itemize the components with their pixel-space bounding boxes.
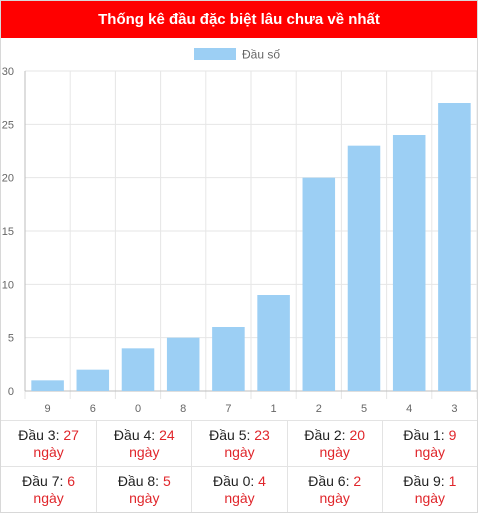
x-tick-label: 8 [180,403,186,415]
bar [347,145,381,391]
stat-value: 5 [162,472,171,489]
stat-unit: ngày [414,489,446,506]
stat-label: Đầu 0: [213,472,255,489]
x-tick-label: 5 [361,403,367,415]
stat-cell: Đầu 7: 6 ngày [1,466,97,512]
stat-unit: ngày [129,489,160,506]
stat-unit: ngày [224,443,255,460]
y-tick-label: 5 [8,333,14,345]
stat-cell: Đầu 0: 4 ngày [191,466,287,512]
stat-cell: Đầu 6: 2 ngày [286,466,382,512]
stat-unit: ngày [414,443,446,460]
stat-cell: Đầu 8: 5 ngày [96,466,192,512]
stat-value: 23 [254,426,270,443]
bar [257,295,290,391]
stat-label: Đầu 9: [403,472,445,489]
x-tick-label: 6 [90,403,96,415]
stat-unit: ngày [33,443,64,460]
stat-cell: Đầu 1: 9 ngày [381,420,477,466]
bar [76,369,110,391]
chart-area: Đầu số 0 5 10 15 20 25 30 9 6 0 8 7 1 2 5 4 3 [1,39,478,419]
y-tick-label: 10 [2,279,14,291]
x-tick-label: 9 [45,403,51,415]
stat-label: Đầu 5: [209,426,251,443]
stat-cell: Đầu 5: 23 ngày [191,420,287,466]
widget-header: Thống kê đầu đặc biệt lâu chưa về nhất [1,1,477,38]
stat-label: Đầu 4: [113,426,156,443]
x-tick-label: 0 [135,403,141,415]
stat-value: 6 [67,472,76,489]
legend-label: Đầu số [242,48,280,62]
stat-value: 1 [448,472,457,489]
stat-unit: ngày [319,443,350,460]
stat-value: 20 [349,426,366,443]
stat-unit: ngày [33,489,64,506]
stat-label: Đầu 3: [18,426,60,443]
bar [212,327,245,391]
stat-unit: ngày [319,489,350,506]
y-tick-label: 30 [2,66,14,78]
bar [302,177,336,391]
stats-grid: Đầu 3: 27 ngày Đầu 4: 24 ngày Đầu 5: 23 … [1,420,477,512]
x-tick-label: 1 [271,403,277,415]
bar [392,135,426,391]
stat-cell: Đầu 9: 1 ngày [381,466,477,512]
x-tick-label: 4 [406,403,412,415]
bar [121,348,155,391]
x-tick-label: 7 [225,403,231,415]
stat-value: 27 [63,426,79,443]
stat-label: Đầu 6: [308,472,350,489]
y-tick-label: 20 [2,173,14,185]
y-tick-label: 25 [2,119,14,131]
stat-value: 24 [159,426,175,443]
stat-label: Đầu 7: [22,472,64,489]
stat-value: 2 [353,472,362,489]
y-tick-label: 0 [8,386,14,398]
x-tick-label: 2 [316,403,322,415]
x-tick-label: 3 [451,403,457,415]
bar [31,380,64,391]
bar [166,337,200,391]
stat-unit: ngày [129,443,160,460]
stat-label: Đầu 8: [117,472,160,489]
y-tick-label: 15 [2,226,14,238]
legend-swatch [194,48,236,60]
stat-label: Đầu 1: [403,426,445,443]
widget-title: Thống kê đầu đặc biệt lâu chưa về nhất [98,11,380,28]
stat-value: 9 [448,426,457,443]
stat-cell: Đầu 4: 24 ngày [96,420,192,466]
stat-cell: Đầu 3: 27 ngày [1,420,97,466]
bar [438,103,471,391]
stat-value: 4 [258,472,266,489]
stat-unit: ngày [224,489,255,506]
stat-cell: Đầu 2: 20 ngày [286,420,382,466]
stat-label: Đầu 2: [304,426,346,443]
